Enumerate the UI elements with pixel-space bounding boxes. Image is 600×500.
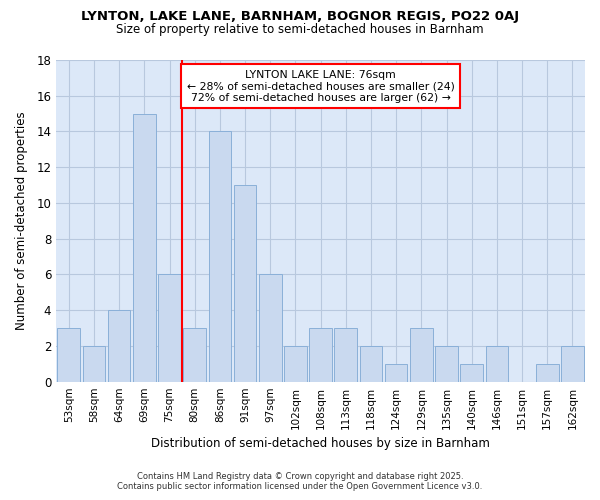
- Bar: [108, 310, 130, 382]
- Bar: [309, 328, 332, 382]
- Bar: [284, 346, 307, 382]
- Bar: [536, 364, 559, 382]
- Y-axis label: Number of semi-detached properties: Number of semi-detached properties: [15, 112, 28, 330]
- Bar: [58, 328, 80, 382]
- Bar: [334, 328, 357, 382]
- Bar: [435, 346, 458, 382]
- Bar: [359, 346, 382, 382]
- Bar: [158, 274, 181, 382]
- Bar: [410, 328, 433, 382]
- Text: LYNTON LAKE LANE: 76sqm
← 28% of semi-detached houses are smaller (24)
72% of se: LYNTON LAKE LANE: 76sqm ← 28% of semi-de…: [187, 70, 455, 103]
- Bar: [83, 346, 105, 382]
- Text: Contains HM Land Registry data © Crown copyright and database right 2025.
Contai: Contains HM Land Registry data © Crown c…: [118, 472, 482, 491]
- Bar: [460, 364, 483, 382]
- Bar: [184, 328, 206, 382]
- Bar: [209, 132, 231, 382]
- Text: Size of property relative to semi-detached houses in Barnham: Size of property relative to semi-detach…: [116, 22, 484, 36]
- X-axis label: Distribution of semi-detached houses by size in Barnham: Distribution of semi-detached houses by …: [151, 437, 490, 450]
- Bar: [259, 274, 281, 382]
- Bar: [485, 346, 508, 382]
- Bar: [385, 364, 407, 382]
- Bar: [234, 185, 256, 382]
- Bar: [561, 346, 584, 382]
- Bar: [133, 114, 155, 382]
- Text: LYNTON, LAKE LANE, BARNHAM, BOGNOR REGIS, PO22 0AJ: LYNTON, LAKE LANE, BARNHAM, BOGNOR REGIS…: [81, 10, 519, 23]
